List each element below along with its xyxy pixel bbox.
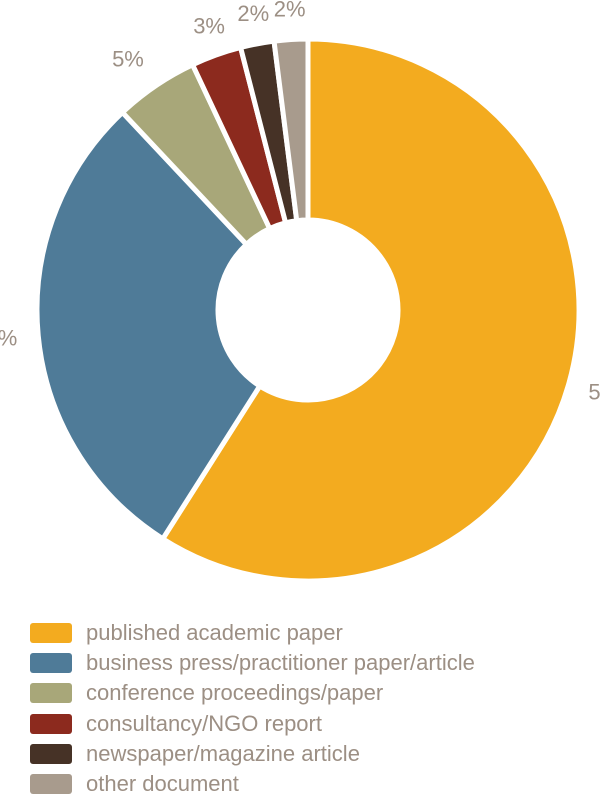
legend-swatch bbox=[30, 743, 72, 764]
donut-slice bbox=[34, 109, 263, 542]
legend-label: other document bbox=[86, 771, 239, 797]
slice-percent-label: 5% bbox=[112, 46, 144, 71]
legend-label: conference proceedings/paper bbox=[86, 680, 384, 706]
legend-swatch bbox=[30, 623, 72, 644]
donut-slice bbox=[160, 36, 582, 584]
chart-legend: published academic paper business press/… bbox=[30, 618, 475, 799]
legend-item: conference proceedings/paper bbox=[30, 678, 475, 708]
legend-swatch bbox=[30, 653, 72, 674]
legend-swatch bbox=[30, 774, 72, 795]
legend-item: published academic paper bbox=[30, 618, 475, 648]
slice-percent-label: 29% bbox=[0, 325, 17, 350]
donut-chart-svg: 59% 29% 5% 3% 2%2% bbox=[0, 0, 600, 584]
legend-swatch bbox=[30, 683, 72, 704]
legend-label: business press/practitioner paper/articl… bbox=[86, 650, 475, 676]
donut-slice bbox=[271, 36, 311, 224]
legend-label: newspaper/magazine article bbox=[86, 740, 360, 766]
legend-item: other document bbox=[30, 769, 475, 799]
slice-percent-label: 2% bbox=[274, 0, 306, 22]
legend-swatch bbox=[30, 713, 72, 734]
legend-item: consultancy/NGO report bbox=[30, 709, 475, 739]
legend-item: business press/practitioner paper/articl… bbox=[30, 648, 475, 678]
slice-percent-label: 59% bbox=[588, 379, 600, 404]
slice-percent-label: 2% bbox=[237, 1, 269, 26]
legend-label: consultancy/NGO report bbox=[86, 710, 322, 736]
slice-percent-label: 3% bbox=[193, 13, 225, 38]
legend-item: newspaper/magazine article bbox=[30, 739, 475, 769]
legend-label: published academic paper bbox=[86, 620, 343, 646]
